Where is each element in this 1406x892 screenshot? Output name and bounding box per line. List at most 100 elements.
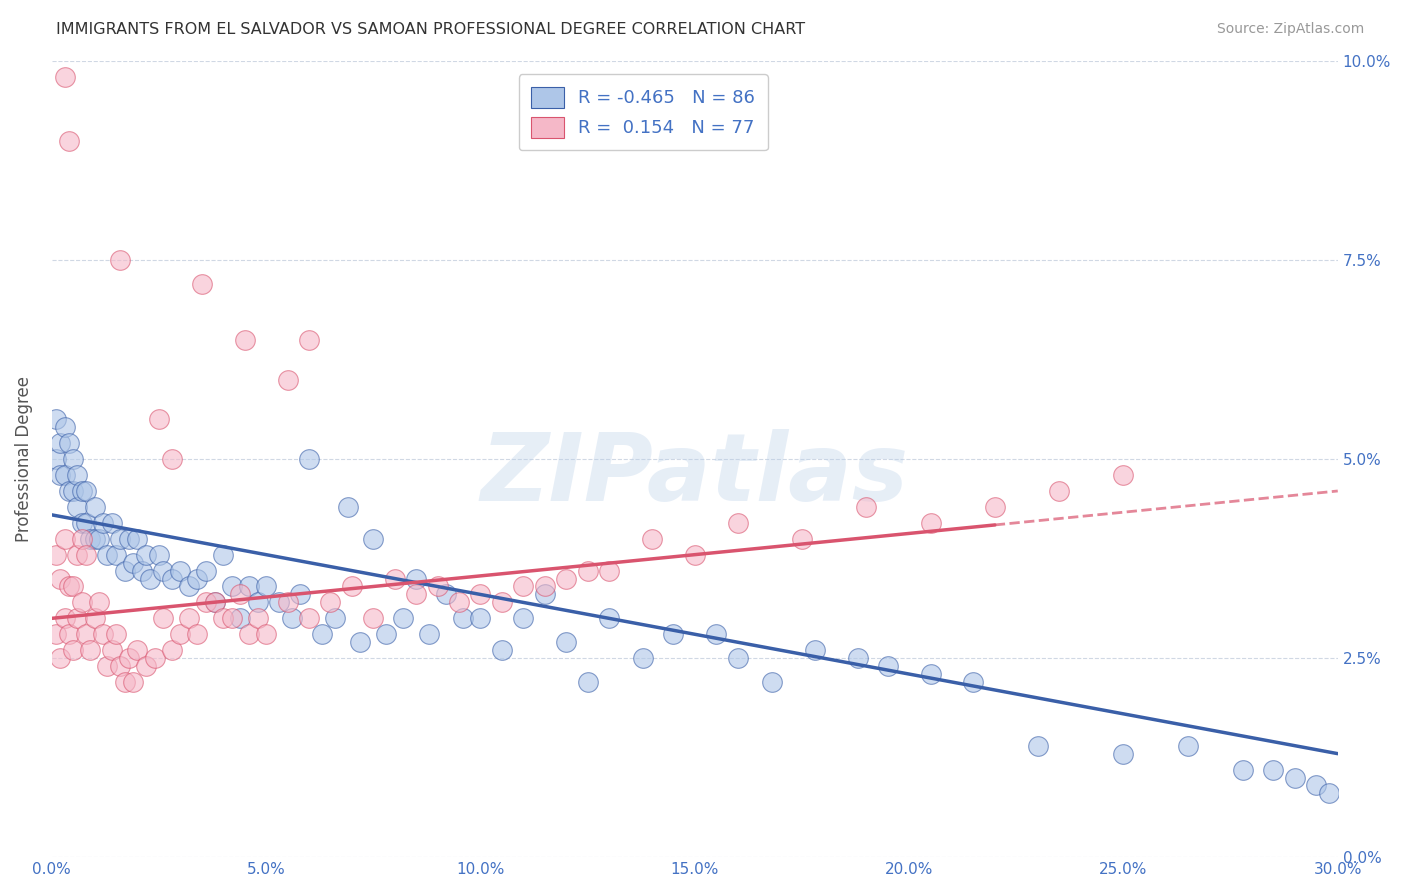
Point (1112, 747, 1135, 761)
Point (238, 580, 260, 594)
Point (804, 643, 827, 657)
Point (53, 420, 76, 434)
Point (311, 627, 333, 641)
Point (233, 333, 256, 347)
Point (114, 675, 136, 690)
Point (53, 468, 76, 483)
Point (267, 595, 290, 609)
Point (212, 611, 235, 625)
Point (447, 595, 470, 609)
Point (238, 627, 260, 641)
Point (662, 627, 685, 641)
Point (122, 556, 145, 570)
Point (512, 580, 534, 594)
Point (426, 580, 449, 594)
Point (127, 643, 149, 657)
Point (45, 452, 67, 467)
Point (58, 134, 80, 148)
Point (1047, 483, 1070, 498)
Point (91, 516, 114, 530)
Point (290, 587, 312, 601)
Point (281, 611, 304, 625)
Legend: R = -0.465   N = 86, R =  0.154   N = 77: R = -0.465 N = 86, R = 0.154 N = 77 (519, 74, 768, 150)
Point (384, 572, 406, 586)
Point (135, 659, 157, 673)
Point (70, 516, 93, 530)
Point (127, 532, 149, 546)
Text: Source: ZipAtlas.com: Source: ZipAtlas.com (1216, 22, 1364, 37)
Point (53, 532, 76, 546)
Point (361, 532, 384, 546)
Point (148, 548, 170, 562)
Point (62, 452, 84, 467)
Point (276, 595, 298, 609)
Point (58, 627, 80, 641)
Point (298, 452, 321, 467)
Point (204, 595, 226, 609)
Point (1177, 739, 1199, 753)
Point (361, 611, 384, 625)
Point (298, 333, 321, 347)
Point (152, 564, 174, 578)
Point (323, 611, 346, 625)
Point (727, 651, 749, 665)
Point (118, 651, 141, 665)
Point (58, 580, 80, 594)
Point (633, 651, 655, 665)
Point (53, 70, 76, 84)
Point (1263, 763, 1285, 777)
Point (598, 611, 620, 625)
Point (984, 500, 1007, 514)
Point (191, 277, 214, 291)
Point (70, 532, 93, 546)
Point (45, 412, 67, 426)
Point (855, 500, 877, 514)
Point (576, 564, 599, 578)
Point (576, 675, 599, 690)
Point (110, 253, 132, 268)
Point (75, 548, 97, 562)
Point (470, 587, 492, 601)
Point (336, 500, 359, 514)
Point (79, 532, 101, 546)
Point (555, 635, 578, 649)
Point (49, 468, 72, 483)
Point (727, 516, 749, 530)
Point (221, 611, 243, 625)
Point (83, 611, 105, 625)
Point (160, 452, 183, 467)
Point (169, 627, 191, 641)
Point (83, 532, 105, 546)
Point (451, 611, 474, 625)
Point (319, 595, 342, 609)
Point (962, 675, 984, 690)
Point (195, 564, 218, 578)
Point (186, 627, 208, 641)
Point (79, 643, 101, 657)
Point (100, 643, 122, 657)
Point (160, 643, 183, 657)
Point (70, 483, 93, 498)
Point (418, 627, 440, 641)
Point (66, 611, 89, 625)
Point (405, 587, 427, 601)
Point (110, 659, 132, 673)
Point (87, 532, 110, 546)
Point (340, 580, 363, 594)
Point (62, 483, 84, 498)
Point (920, 667, 942, 681)
Point (920, 516, 942, 530)
Point (169, 564, 191, 578)
Point (375, 627, 398, 641)
Point (105, 627, 128, 641)
Point (49, 651, 72, 665)
Point (87, 595, 110, 609)
Text: IMMIGRANTS FROM EL SALVADOR VS SAMOAN PROFESSIONAL DEGREE CORRELATION CHART: IMMIGRANTS FROM EL SALVADOR VS SAMOAN PR… (56, 22, 806, 37)
Point (1112, 468, 1135, 483)
Point (75, 483, 97, 498)
Point (1317, 787, 1340, 801)
Point (1026, 739, 1049, 753)
Point (254, 627, 277, 641)
Point (110, 532, 132, 546)
Point (62, 643, 84, 657)
